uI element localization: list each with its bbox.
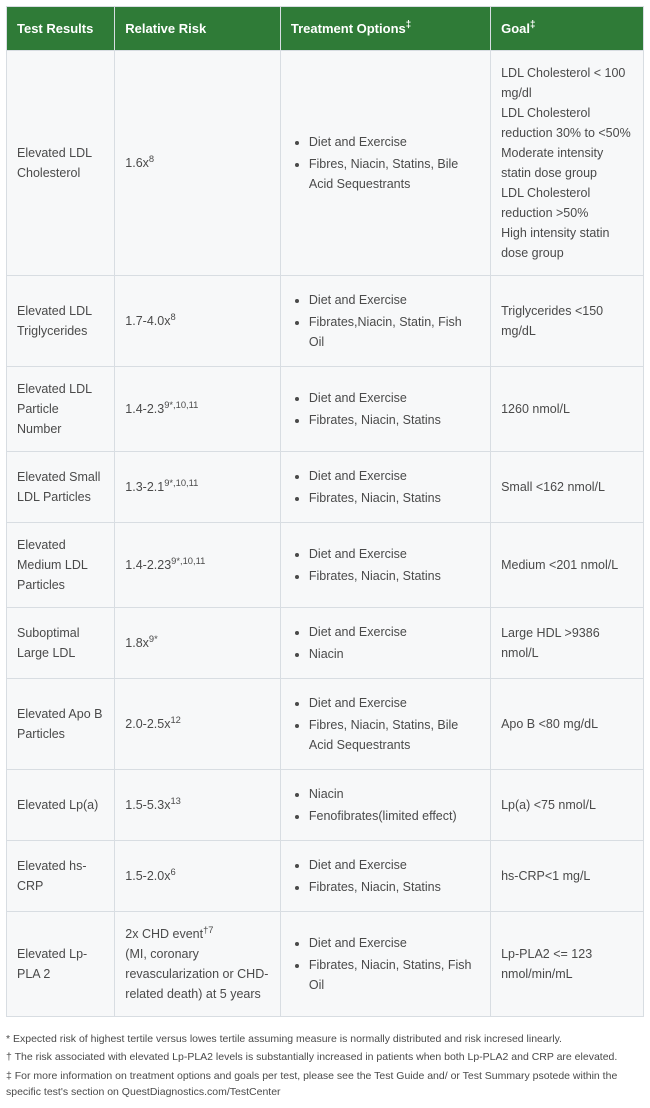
treatment-item: Fibrates, Niacin, Statins [309, 410, 480, 430]
treatment-item: Diet and Exercise [309, 544, 480, 564]
footnote: † The risk associated with elevated Lp-P… [6, 1049, 644, 1065]
table-row: Elevated LDL Cholesterol1.6x8Diet and Ex… [7, 51, 644, 276]
cell-test: Elevated Apo B Particles [7, 679, 115, 770]
treatment-item: Fibres, Niacin, Statins, Bile Acid Seque… [309, 715, 480, 755]
treatment-item: Fibrates, Niacin, Statins [309, 488, 480, 508]
cell-goal: LDL Cholesterol < 100 mg/dl LDL Choleste… [491, 51, 644, 276]
table-row: Elevated Lp(a)1.5-5.3x13NiacinFenofibrat… [7, 770, 644, 841]
table-row: Elevated Small LDL Particles1.3-2.19*,10… [7, 452, 644, 523]
cell-risk: 1.4-2.39*,10,11 [115, 367, 281, 452]
table-row: Elevated Lp-PLA 22x CHD event†7 (MI, cor… [7, 912, 644, 1017]
cell-risk: 1.5-2.0x6 [115, 841, 281, 912]
cell-treatment: Diet and ExerciseFibrates, Niacin, Stati… [280, 452, 490, 523]
footnote: ‡ For more information on treatment opti… [6, 1068, 644, 1101]
cell-goal: Small <162 nmol/L [491, 452, 644, 523]
cell-test: Elevated LDL Triglycerides [7, 276, 115, 367]
cell-treatment: Diet and ExerciseFibrates, Niacin, Stati… [280, 367, 490, 452]
col-header-1: Relative Risk [115, 7, 281, 51]
treatment-item: Fibrates, Niacin, Statins, Fish Oil [309, 955, 480, 995]
cell-test: Elevated Lp-PLA 2 [7, 912, 115, 1017]
treatment-item: Fenofibrates(limited effect) [309, 806, 480, 826]
treatment-item: Niacin [309, 784, 480, 804]
cell-goal: Triglycerides <150 mg/dL [491, 276, 644, 367]
cell-goal: 1260 nmol/L [491, 367, 644, 452]
cell-goal: Apo B <80 mg/dL [491, 679, 644, 770]
cell-risk: 2.0-2.5x12 [115, 679, 281, 770]
col-header-3: Goal‡ [491, 7, 644, 51]
treatment-item: Fibres, Niacin, Statins, Bile Acid Seque… [309, 154, 480, 194]
cell-treatment: Diet and ExerciseFibrates,Niacin, Statin… [280, 276, 490, 367]
cell-goal: hs-CRP<1 mg/L [491, 841, 644, 912]
cell-treatment: Diet and ExerciseFibres, Niacin, Statins… [280, 679, 490, 770]
cell-test: Elevated LDL Cholesterol [7, 51, 115, 276]
footnotes: * Expected risk of highest tertile versu… [6, 1031, 644, 1100]
treatment-item: Diet and Exercise [309, 132, 480, 152]
cell-goal: Lp-PLA2 <= 123 nmol/min/mL [491, 912, 644, 1017]
cell-goal: Medium <201 nmol/L [491, 523, 644, 608]
cell-treatment: NiacinFenofibrates(limited effect) [280, 770, 490, 841]
table-row: Elevated Medium LDL Particles1.4-2.239*,… [7, 523, 644, 608]
col-header-2: Treatment Options‡ [280, 7, 490, 51]
table-body: Elevated LDL Cholesterol1.6x8Diet and Ex… [7, 51, 644, 1017]
treatment-item: Fibrates,Niacin, Statin, Fish Oil [309, 312, 480, 352]
table-row: Elevated LDL Particle Number1.4-2.39*,10… [7, 367, 644, 452]
cell-risk: 1.6x8 [115, 51, 281, 276]
treatment-item: Diet and Exercise [309, 855, 480, 875]
cell-risk: 1.4-2.239*,10,11 [115, 523, 281, 608]
cell-test: Elevated LDL Particle Number [7, 367, 115, 452]
col-header-0: Test Results [7, 7, 115, 51]
cell-risk: 1.3-2.19*,10,11 [115, 452, 281, 523]
results-table: Test ResultsRelative RiskTreatment Optio… [6, 6, 644, 1017]
cell-treatment: Diet and ExerciseFibrates, Niacin, Stati… [280, 841, 490, 912]
treatment-item: Fibrates, Niacin, Statins [309, 566, 480, 586]
cell-test: Elevated Small LDL Particles [7, 452, 115, 523]
table-head: Test ResultsRelative RiskTreatment Optio… [7, 7, 644, 51]
cell-goal: Lp(a) <75 nmol/L [491, 770, 644, 841]
cell-risk: 2x CHD event†7 (MI, coronary revasculari… [115, 912, 281, 1017]
cell-treatment: Diet and ExerciseFibres, Niacin, Statins… [280, 51, 490, 276]
treatment-item: Diet and Exercise [309, 933, 480, 953]
treatment-item: Diet and Exercise [309, 622, 480, 642]
treatment-item: Diet and Exercise [309, 290, 480, 310]
table-row: Elevated LDL Triglycerides1.7-4.0x8Diet … [7, 276, 644, 367]
cell-goal: Large HDL >9386 nmol/L [491, 608, 644, 679]
treatment-item: Diet and Exercise [309, 388, 480, 408]
treatment-item: Diet and Exercise [309, 466, 480, 486]
cell-test: Suboptimal Large LDL [7, 608, 115, 679]
table-row: Elevated Apo B Particles2.0-2.5x12Diet a… [7, 679, 644, 770]
cell-treatment: Diet and ExerciseFibrates, Niacin, Stati… [280, 912, 490, 1017]
footnote: * Expected risk of highest tertile versu… [6, 1031, 644, 1047]
cell-treatment: Diet and ExerciseNiacin [280, 608, 490, 679]
cell-treatment: Diet and ExerciseFibrates, Niacin, Stati… [280, 523, 490, 608]
cell-test: Elevated hs-CRP [7, 841, 115, 912]
table-row: Suboptimal Large LDL1.8x9*Diet and Exerc… [7, 608, 644, 679]
treatment-item: Fibrates, Niacin, Statins [309, 877, 480, 897]
cell-risk: 1.8x9* [115, 608, 281, 679]
cell-test: Elevated Medium LDL Particles [7, 523, 115, 608]
treatment-item: Niacin [309, 644, 480, 664]
cell-risk: 1.7-4.0x8 [115, 276, 281, 367]
cell-risk: 1.5-5.3x13 [115, 770, 281, 841]
table-row: Elevated hs-CRP1.5-2.0x6Diet and Exercis… [7, 841, 644, 912]
treatment-item: Diet and Exercise [309, 693, 480, 713]
cell-test: Elevated Lp(a) [7, 770, 115, 841]
